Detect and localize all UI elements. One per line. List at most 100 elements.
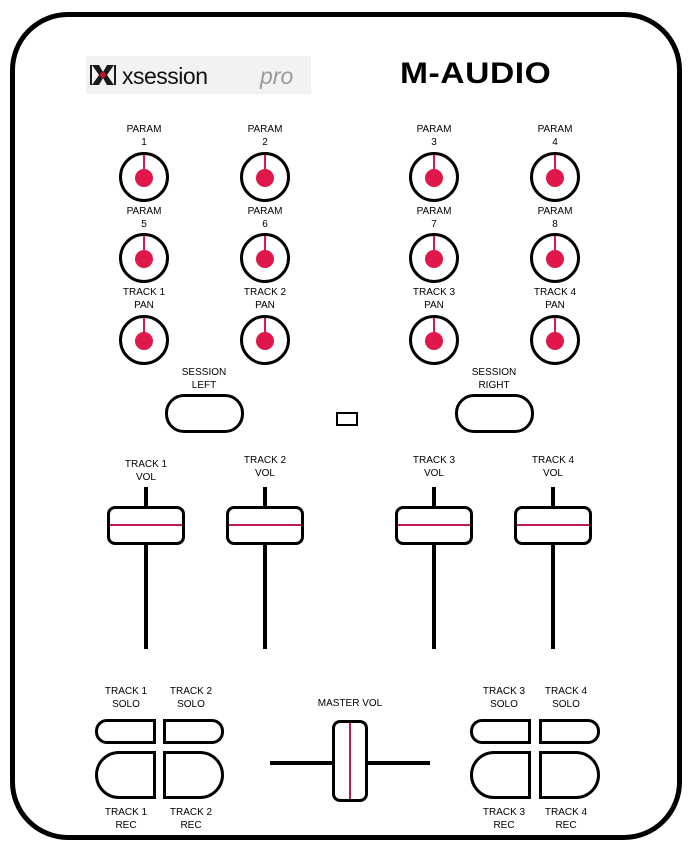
master-vol-label: MASTER VOL: [317, 698, 383, 709]
param-2-label-line-1: PARAM: [247, 124, 283, 135]
track-3-pan-label: TRACK 3 PAN: [389, 286, 479, 312]
track-3-rec-label-line-2: REC: [493, 820, 515, 831]
master-cap-line: [349, 723, 351, 799]
track-2-solo-button[interactable]: [163, 719, 224, 744]
track-4-vol-fader-track: [551, 487, 555, 649]
param-4-knob[interactable]: [530, 152, 580, 202]
param-6-label-line-2: 6: [262, 219, 268, 230]
track-1-solo-button[interactable]: [95, 719, 156, 744]
track-3-vol-fader-track: [432, 487, 436, 649]
knob-center-dot: [425, 169, 443, 187]
track-4-pan-label: TRACK 4 PAN: [510, 286, 600, 312]
param-1-label: PARAM 1: [99, 123, 189, 149]
knob-center-dot: [135, 250, 153, 268]
track-2-solo-label: TRACK 2 SOLO: [146, 685, 236, 711]
track-4-solo-label-line-1: TRACK 4: [544, 686, 588, 697]
track-1-rec-label-line-2: REC: [115, 820, 137, 831]
knob-pointer: [554, 236, 556, 258]
param-6-knob[interactable]: [240, 233, 290, 283]
param-4-label-line-2: 4: [552, 137, 558, 148]
track-1-vol-fader-cap[interactable]: [107, 506, 185, 545]
track-2-rec-button[interactable]: [163, 751, 224, 799]
track-2-pan-knob[interactable]: [240, 315, 290, 365]
session-left-button[interactable]: [165, 394, 244, 433]
knob-center-dot: [256, 250, 274, 268]
param-8-knob[interactable]: [530, 233, 580, 283]
param-1-knob[interactable]: [119, 152, 169, 202]
fader-cap-line: [398, 524, 470, 526]
knob-pointer: [143, 318, 145, 340]
param-3-label-line-2: 3: [431, 137, 437, 148]
track-3-vol-label-line-2: VOL: [423, 468, 444, 479]
param-3-label-line-1: PARAM: [416, 124, 452, 135]
track-4-solo-label-line-2: SOLO: [552, 699, 580, 710]
track-3-pan-knob[interactable]: [409, 315, 459, 365]
param-7-label-line-1: PARAM: [416, 206, 452, 217]
session-right-button[interactable]: [455, 394, 534, 433]
track-4-pan-label-line-2: PAN: [545, 300, 565, 311]
track-3-vol-fader-cap[interactable]: [395, 506, 473, 545]
knob-pointer: [433, 155, 435, 177]
session-indicator-led: [336, 412, 358, 426]
param-5-label: PARAM 5: [99, 205, 189, 231]
track-4-vol-fader-cap[interactable]: [514, 506, 592, 545]
knob-center-dot: [256, 169, 274, 187]
track-1-pan-label-line-2: PAN: [134, 300, 154, 311]
svg-text:xsession: xsession: [122, 63, 207, 89]
track-4-rec-label-line-2: REC: [555, 820, 577, 831]
track-3-rec-label-line-1: TRACK 3: [482, 807, 526, 818]
track-2-rec-label-line-1: TRACK 2: [169, 807, 213, 818]
track-3-solo-button[interactable]: [470, 719, 531, 744]
track-3-rec-button[interactable]: [470, 751, 531, 799]
track-1-rec-label-line-1: TRACK 1: [104, 807, 148, 818]
knob-pointer: [554, 155, 556, 177]
track-4-solo-label: TRACK 4 SOLO: [521, 685, 611, 711]
track-4-rec-label: TRACK 4 REC: [521, 806, 611, 832]
track-3-pan-label-line-2: PAN: [424, 300, 444, 311]
track-1-vol-label: TRACK 1 VOL: [101, 458, 191, 484]
param-8-label-line-2: 8: [552, 219, 558, 230]
master-vol-fader-cap[interactable]: [332, 720, 368, 802]
param-2-knob[interactable]: [240, 152, 290, 202]
knob-center-dot: [546, 332, 564, 350]
track-2-pan-label-line-1: TRACK 2: [243, 287, 287, 298]
param-7-label-line-2: 7: [431, 219, 437, 230]
knob-center-dot: [256, 332, 274, 350]
track-2-solo-label-line-2: SOLO: [177, 699, 205, 710]
knob-pointer: [264, 155, 266, 177]
track-4-vol-label-line-1: TRACK 4: [531, 455, 575, 466]
track-1-pan-label-line-1: TRACK 1: [122, 287, 166, 298]
track-1-pan-knob[interactable]: [119, 315, 169, 365]
param-2-label-line-2: 2: [262, 137, 268, 148]
xsession-pro-logo: xsession pro: [86, 56, 311, 94]
session-right-label: SESSION RIGHT: [449, 366, 539, 392]
param-3-knob[interactable]: [409, 152, 459, 202]
track-4-rec-button[interactable]: [539, 751, 600, 799]
track-2-pan-label-line-2: PAN: [255, 300, 275, 311]
knob-pointer: [433, 236, 435, 258]
track-3-pan-label-line-1: TRACK 3: [412, 287, 456, 298]
fader-cap-line: [110, 524, 182, 526]
session-left-label-line-1: SESSION: [181, 367, 227, 378]
param-5-knob[interactable]: [119, 233, 169, 283]
knob-center-dot: [135, 169, 153, 187]
session-left-label: SESSION LEFT: [159, 366, 249, 392]
param-7-label: PARAM 7: [389, 205, 479, 231]
track-4-solo-button[interactable]: [539, 719, 600, 744]
track-3-solo-label-line-2: SOLO: [490, 699, 518, 710]
track-2-pan-label: TRACK 2 PAN: [220, 286, 310, 312]
track-2-vol-fader-cap[interactable]: [226, 506, 304, 545]
param-6-label: PARAM 6: [220, 205, 310, 231]
param-4-label: PARAM 4: [510, 123, 600, 149]
track-1-vol-fader-track: [144, 487, 148, 649]
knob-pointer: [264, 236, 266, 258]
track-4-vol-label-line-2: VOL: [542, 468, 563, 479]
track-4-pan-knob[interactable]: [530, 315, 580, 365]
track-1-rec-button[interactable]: [95, 751, 156, 799]
track-2-vol-label-line-1: TRACK 2: [243, 455, 287, 466]
session-left-label-line-2: LEFT: [191, 380, 217, 391]
param-7-knob[interactable]: [409, 233, 459, 283]
param-1-label-line-1: PARAM: [126, 124, 162, 135]
track-1-pan-label: TRACK 1 PAN: [99, 286, 189, 312]
track-2-vol-label-line-2: VOL: [254, 468, 275, 479]
